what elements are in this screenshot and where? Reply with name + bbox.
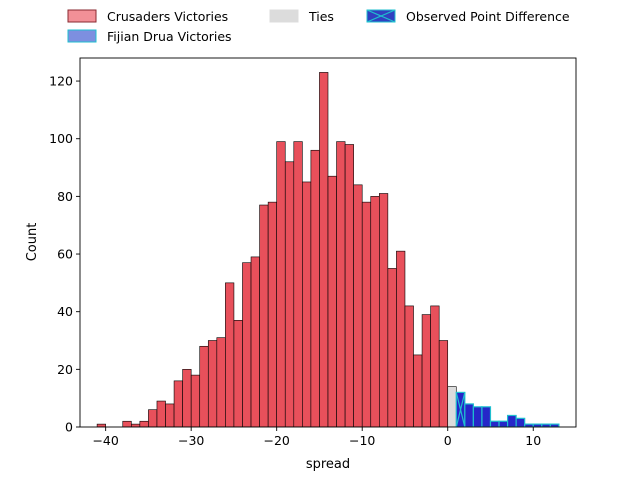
crusaders-bar	[233, 320, 243, 427]
crusaders-bar	[276, 141, 286, 427]
crusaders-bar	[421, 314, 431, 427]
crusaders-bar	[207, 340, 218, 427]
y-tick-label: 40	[57, 304, 73, 319]
x-tick-label: −40	[92, 433, 118, 448]
x-tick-label: −20	[263, 433, 289, 448]
crusaders-bar	[344, 144, 354, 427]
fijian-bar	[481, 406, 492, 427]
legend-item: Ties	[269, 9, 334, 24]
legend-label: Ties	[308, 9, 334, 24]
legend-label: Crusaders Victories	[107, 9, 228, 24]
crusaders-bar	[387, 268, 397, 427]
crusaders-bar	[173, 380, 183, 427]
crusaders-bar	[122, 420, 132, 427]
legend-label: Fijian Drua Victories	[107, 29, 232, 44]
crusaders-bar	[148, 409, 158, 427]
crusaders-bar	[96, 423, 106, 427]
crusaders-bar	[156, 400, 166, 427]
crusaders-bar	[267, 201, 277, 427]
x-tick-label: −10	[349, 433, 375, 448]
crusaders-bar	[259, 204, 269, 427]
crusaders-bar	[302, 181, 312, 427]
crusaders-bar	[413, 354, 423, 427]
crusaders-bar	[165, 403, 175, 427]
y-tick-label: 20	[57, 362, 73, 377]
plot-frame	[79, 57, 577, 428]
legend-swatch	[67, 9, 97, 23]
observed-point-difference-marker	[455, 392, 466, 427]
legend-label: Observed Point Difference	[406, 9, 570, 24]
legend-swatch	[269, 9, 299, 23]
y-tick-label: 0	[65, 420, 73, 435]
legend-item: Observed Point Difference	[366, 9, 570, 24]
legend-swatch-cross	[366, 9, 396, 23]
crusaders-bar	[190, 374, 201, 427]
y-tick-label: 120	[49, 74, 73, 89]
crusaders-bar	[293, 141, 303, 427]
crusaders-bar	[404, 305, 414, 427]
crusaders-bar	[430, 305, 440, 427]
crusaders-bar	[438, 340, 449, 427]
legend-item: Fijian Drua Victories	[67, 29, 232, 44]
x-axis-label: spread	[306, 457, 350, 472]
fijian-bar	[489, 420, 500, 427]
crusaders-bar	[353, 184, 363, 427]
bars	[96, 72, 560, 427]
crusaders-bar	[250, 256, 260, 427]
x-tick-label: 10	[525, 433, 541, 448]
crusaders-bar	[361, 201, 372, 427]
crusaders-bar	[284, 161, 295, 427]
crusaders-bar	[242, 262, 252, 427]
observed-cross-line	[455, 392, 466, 427]
x-tick-label: 0	[444, 433, 452, 448]
y-tick-label: 100	[49, 131, 73, 146]
legend: Crusaders Victories Fijian Drua Victories…	[67, 9, 570, 44]
crusaders-bar	[310, 149, 320, 427]
crusaders-bar	[139, 420, 149, 427]
fijian-bar	[506, 414, 517, 427]
y-axis-label: Count	[25, 223, 40, 262]
crusaders-bar	[336, 141, 346, 427]
y-tick-label: 60	[57, 247, 73, 262]
y-axis: 0 20 40 60 80 100 120	[49, 74, 80, 435]
crusaders-bar	[396, 250, 406, 427]
y-tick-label: 80	[57, 189, 73, 204]
x-tick-label: −30	[178, 433, 204, 448]
fijian-bar	[515, 417, 526, 427]
crusaders-bar	[199, 345, 209, 427]
crusaders-bar	[370, 196, 380, 427]
fijian-bar	[549, 423, 560, 427]
x-axis: −40 −30 −20 −10 0 10	[92, 427, 541, 448]
crusaders-bar	[225, 282, 235, 427]
fijian-bar	[472, 406, 483, 427]
fijian-bar	[498, 420, 509, 427]
crusaders-bar	[327, 175, 337, 427]
legend-item: Crusaders Victories	[67, 9, 228, 24]
crusaders-bar	[182, 369, 192, 427]
crusaders-bar	[216, 337, 226, 427]
crusaders-bar	[319, 72, 329, 427]
legend-swatch	[67, 29, 97, 43]
fijian-bar	[464, 403, 474, 427]
ties-bar	[447, 386, 457, 427]
crusaders-bar	[379, 193, 389, 427]
